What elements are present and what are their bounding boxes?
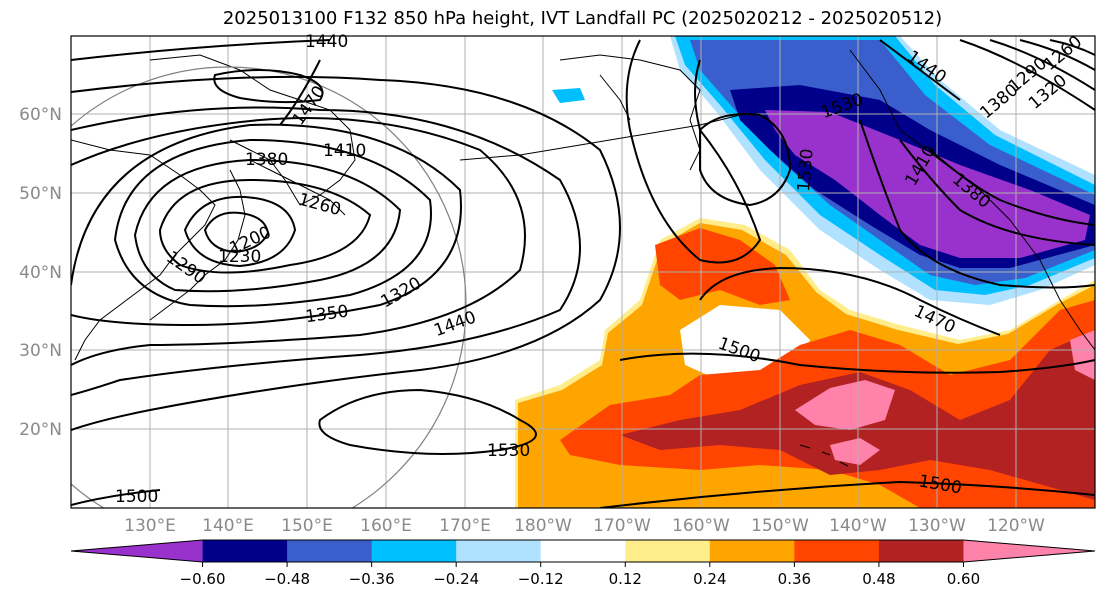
contour-1200 bbox=[203, 211, 270, 254]
contour-label: 1410 bbox=[323, 141, 366, 161]
contour-label: 1500 bbox=[115, 487, 158, 507]
contour-1380-b bbox=[929, 149, 1095, 226]
contour-1380 bbox=[71, 117, 526, 366]
positive-region-pink-2 bbox=[830, 438, 880, 465]
colorbar-tick-label: 0.24 bbox=[693, 570, 726, 588]
lon-label: 160°W bbox=[672, 516, 730, 536]
contour-1470-b bbox=[699, 266, 1001, 336]
contour-label: 1230 bbox=[218, 247, 261, 267]
colorbar-segment bbox=[202, 540, 288, 562]
contour-1500-a bbox=[619, 352, 1095, 374]
colorbar-tick-label: 0.48 bbox=[862, 570, 895, 588]
height-contours bbox=[71, 39, 1095, 508]
lon-label: 150°E bbox=[281, 516, 333, 536]
lon-label: 170°E bbox=[439, 516, 491, 536]
lon-label: 130°E bbox=[124, 516, 176, 536]
colorbar-tick-label: −0.60 bbox=[180, 570, 226, 588]
colorbar-segment bbox=[371, 540, 457, 562]
longitude-labels: 130°E 140°E 150°E 160°E 170°E 180°W 170°… bbox=[124, 516, 1045, 536]
colorbar-segment bbox=[625, 540, 711, 562]
contour-label: 1350 bbox=[304, 302, 350, 328]
colorbar-segment bbox=[709, 540, 795, 562]
lat-label: 30°N bbox=[19, 341, 62, 361]
contour-1440-a bbox=[71, 75, 621, 431]
colorbar-tick-label: 0.36 bbox=[778, 570, 811, 588]
colorbar-tick-label: −0.48 bbox=[264, 570, 310, 588]
coast-asia bbox=[71, 139, 216, 361]
colorbar-tick-label: −0.24 bbox=[433, 570, 479, 588]
negative-region-purple bbox=[765, 110, 1090, 258]
colorbar-segment bbox=[287, 540, 373, 562]
colorbar-tick-label: 0.12 bbox=[609, 570, 642, 588]
contour-1530 bbox=[318, 388, 537, 455]
negative-small-patch bbox=[552, 88, 585, 103]
map-frame bbox=[70, 35, 1096, 509]
contour-1230 bbox=[183, 195, 297, 268]
contour-ne-4 bbox=[1049, 39, 1095, 56]
contour-label: 1320 bbox=[377, 273, 424, 312]
contour-1320 bbox=[113, 138, 432, 308]
lon-label: 150°W bbox=[751, 516, 809, 536]
lon-label: 120°W bbox=[987, 516, 1045, 536]
contour-label: 1530 bbox=[487, 441, 530, 461]
colorbar-segment bbox=[71, 540, 203, 562]
contour-1410 bbox=[71, 106, 581, 396]
map-title: 2025013100 F132 850 hPa height, IVT Land… bbox=[222, 8, 943, 29]
colorbar-segment bbox=[963, 540, 1095, 562]
coast-northamerica bbox=[849, 49, 1095, 351]
positive-region-pink-1 bbox=[795, 380, 895, 430]
lon-label: 140°E bbox=[202, 516, 254, 536]
contour-label: 1290 bbox=[162, 247, 209, 288]
lon-label: 160°E bbox=[360, 516, 412, 536]
colorbar-segment bbox=[794, 540, 880, 562]
lon-label: 170°W bbox=[593, 516, 651, 536]
colorbar-segment bbox=[878, 540, 964, 562]
lat-label: 60°N bbox=[19, 105, 62, 125]
contour-1470-a bbox=[71, 39, 331, 126]
contour-1410-b bbox=[899, 139, 1095, 246]
colorbar-segment bbox=[456, 540, 542, 562]
contour-label: 1380 bbox=[245, 150, 288, 170]
lon-label: 140°W bbox=[829, 516, 887, 536]
lon-label: 180°W bbox=[514, 516, 572, 536]
contour-1500-b bbox=[71, 489, 161, 506]
lat-label: 40°N bbox=[19, 263, 62, 283]
contour-1530-b bbox=[699, 113, 792, 207]
colorbar-tick-label: −0.12 bbox=[518, 570, 564, 588]
contour-1440-b bbox=[213, 69, 324, 104]
positive-region-orange-west bbox=[655, 228, 790, 305]
lon-label: 130°W bbox=[908, 516, 966, 536]
contour-ne-2 bbox=[989, 39, 1095, 91]
colorbar: −0.60 −0.48 −0.36 −0.24 −0.12 0.12 0.24 0.36 0.4… bbox=[70, 539, 1096, 588]
contour-1260 bbox=[158, 178, 372, 274]
contour-1440-c bbox=[859, 39, 1095, 289]
contour-label: 1530 bbox=[794, 148, 818, 193]
colorbar-segment bbox=[540, 540, 626, 562]
latitude-labels: 60°N 50°N 40°N 30°N 20°N bbox=[19, 105, 62, 440]
colorbar-tick-label: −0.36 bbox=[349, 570, 395, 588]
contour-ne-3 bbox=[1019, 39, 1095, 71]
colorbar-tick-label: 0.60 bbox=[947, 570, 980, 588]
contour-1350 bbox=[71, 123, 462, 327]
contour-1290 bbox=[133, 158, 402, 293]
lat-label: 50°N bbox=[19, 184, 62, 204]
contour-label: 1440 bbox=[305, 32, 348, 52]
lat-label: 20°N bbox=[19, 420, 62, 440]
coast-hawaii bbox=[799, 444, 849, 467]
projection-circle bbox=[71, 66, 467, 508]
coast-japan bbox=[149, 169, 246, 321]
contour-ne-1 bbox=[959, 39, 1095, 111]
contour-1500-c bbox=[599, 480, 1095, 508]
contour-label: 1440 bbox=[431, 307, 478, 341]
